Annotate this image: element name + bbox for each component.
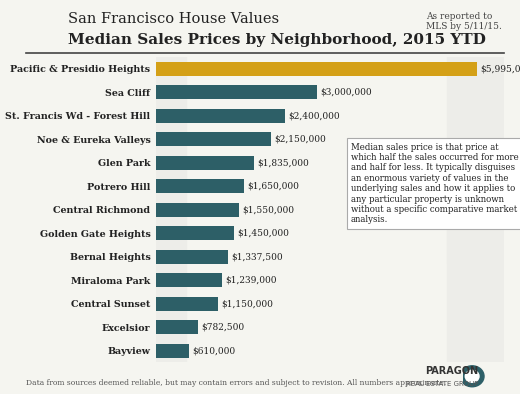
Bar [156,156,254,170]
Text: $1,239,000: $1,239,000 [226,276,277,285]
Circle shape [465,370,479,382]
Text: $2,400,000: $2,400,000 [288,112,340,120]
Text: PARAGON: PARAGON [425,366,478,376]
Bar [156,273,223,287]
Bar [156,179,244,193]
Text: $782,500: $782,500 [201,323,244,332]
Bar [156,203,239,217]
Bar [156,85,317,99]
Text: San Francisco House Values: San Francisco House Values [68,12,279,26]
Bar [156,109,284,123]
Text: Data from sources deemed reliable, but may contain errors and subject to revisio: Data from sources deemed reliable, but m… [26,379,446,387]
Text: $1,150,000: $1,150,000 [221,299,272,308]
Text: $1,450,000: $1,450,000 [237,229,289,238]
Bar [156,297,218,311]
Circle shape [460,366,484,387]
Text: $1,835,000: $1,835,000 [257,158,309,167]
Text: $1,650,000: $1,650,000 [248,182,300,191]
Bar [156,320,198,334]
Bar [156,132,271,147]
Text: $1,550,000: $1,550,000 [242,205,294,214]
Bar [156,344,189,358]
Text: $2,150,000: $2,150,000 [275,135,326,144]
Text: $1,337,500: $1,337,500 [231,252,282,261]
Bar [156,250,228,264]
Text: Median sales price is that price at
which half the sales occurred for more
and h: Median sales price is that price at whic… [351,143,519,225]
Bar [156,62,477,76]
Text: $610,000: $610,000 [192,346,235,355]
Text: $5,995,000: $5,995,000 [480,64,520,73]
Text: REAL ESTATE GROUP: REAL ESTATE GROUP [406,381,478,387]
Text: $3,000,000: $3,000,000 [320,88,372,97]
Text: As reported to
MLS by 5/11/15.: As reported to MLS by 5/11/15. [426,12,502,31]
Bar [156,226,233,240]
Text: Median Sales Prices by Neighborhood, 2015 YTD: Median Sales Prices by Neighborhood, 201… [68,33,486,48]
